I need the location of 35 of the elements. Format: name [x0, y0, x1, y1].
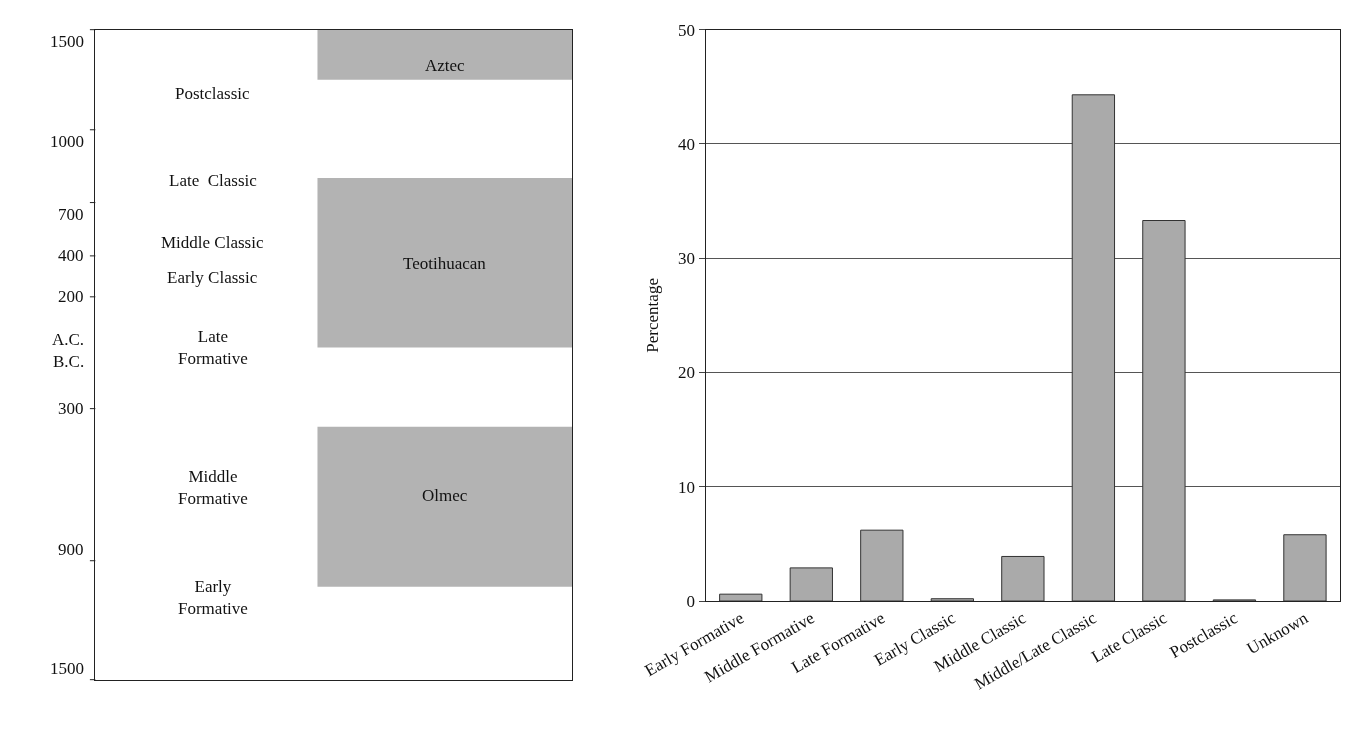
text: A.C. [52, 330, 85, 349]
bar [1283, 534, 1327, 602]
y-axis-title: Percentage [642, 278, 662, 353]
text: Middle Classic [161, 233, 264, 252]
text: 700 [58, 205, 84, 224]
y-tick-label: 50 [678, 20, 696, 40]
text: B.C. [53, 352, 85, 371]
y-tick-label: 40 [678, 134, 696, 154]
bar [789, 567, 833, 602]
text: 900 [58, 540, 84, 559]
text: 1500 [50, 659, 84, 678]
text: 1500 [50, 32, 84, 51]
bar [719, 593, 763, 602]
y-tick-label: 20 [678, 363, 696, 383]
bar [1071, 94, 1116, 602]
text: 300 [58, 399, 84, 418]
text: 200 [58, 287, 84, 306]
text: Postclassic [175, 84, 251, 103]
text: Early Classic [167, 268, 258, 287]
text: Early Formative [178, 577, 248, 619]
text: Olmec [422, 486, 468, 505]
y-tick-label: 0 [686, 591, 696, 611]
bar [930, 598, 974, 602]
text: Teotihuacan [403, 254, 487, 273]
text: 400 [58, 246, 84, 265]
text: Middle Formative [178, 467, 248, 509]
y-tick-label: 10 [678, 477, 696, 497]
bar [1001, 555, 1045, 602]
text: Late Classic [169, 171, 258, 190]
bar [860, 529, 904, 602]
text: 1000 [50, 132, 84, 151]
bar [1142, 220, 1186, 602]
text: Late Formative [178, 327, 248, 369]
text: Aztec [425, 56, 466, 75]
y-tick-label: 30 [678, 249, 696, 269]
